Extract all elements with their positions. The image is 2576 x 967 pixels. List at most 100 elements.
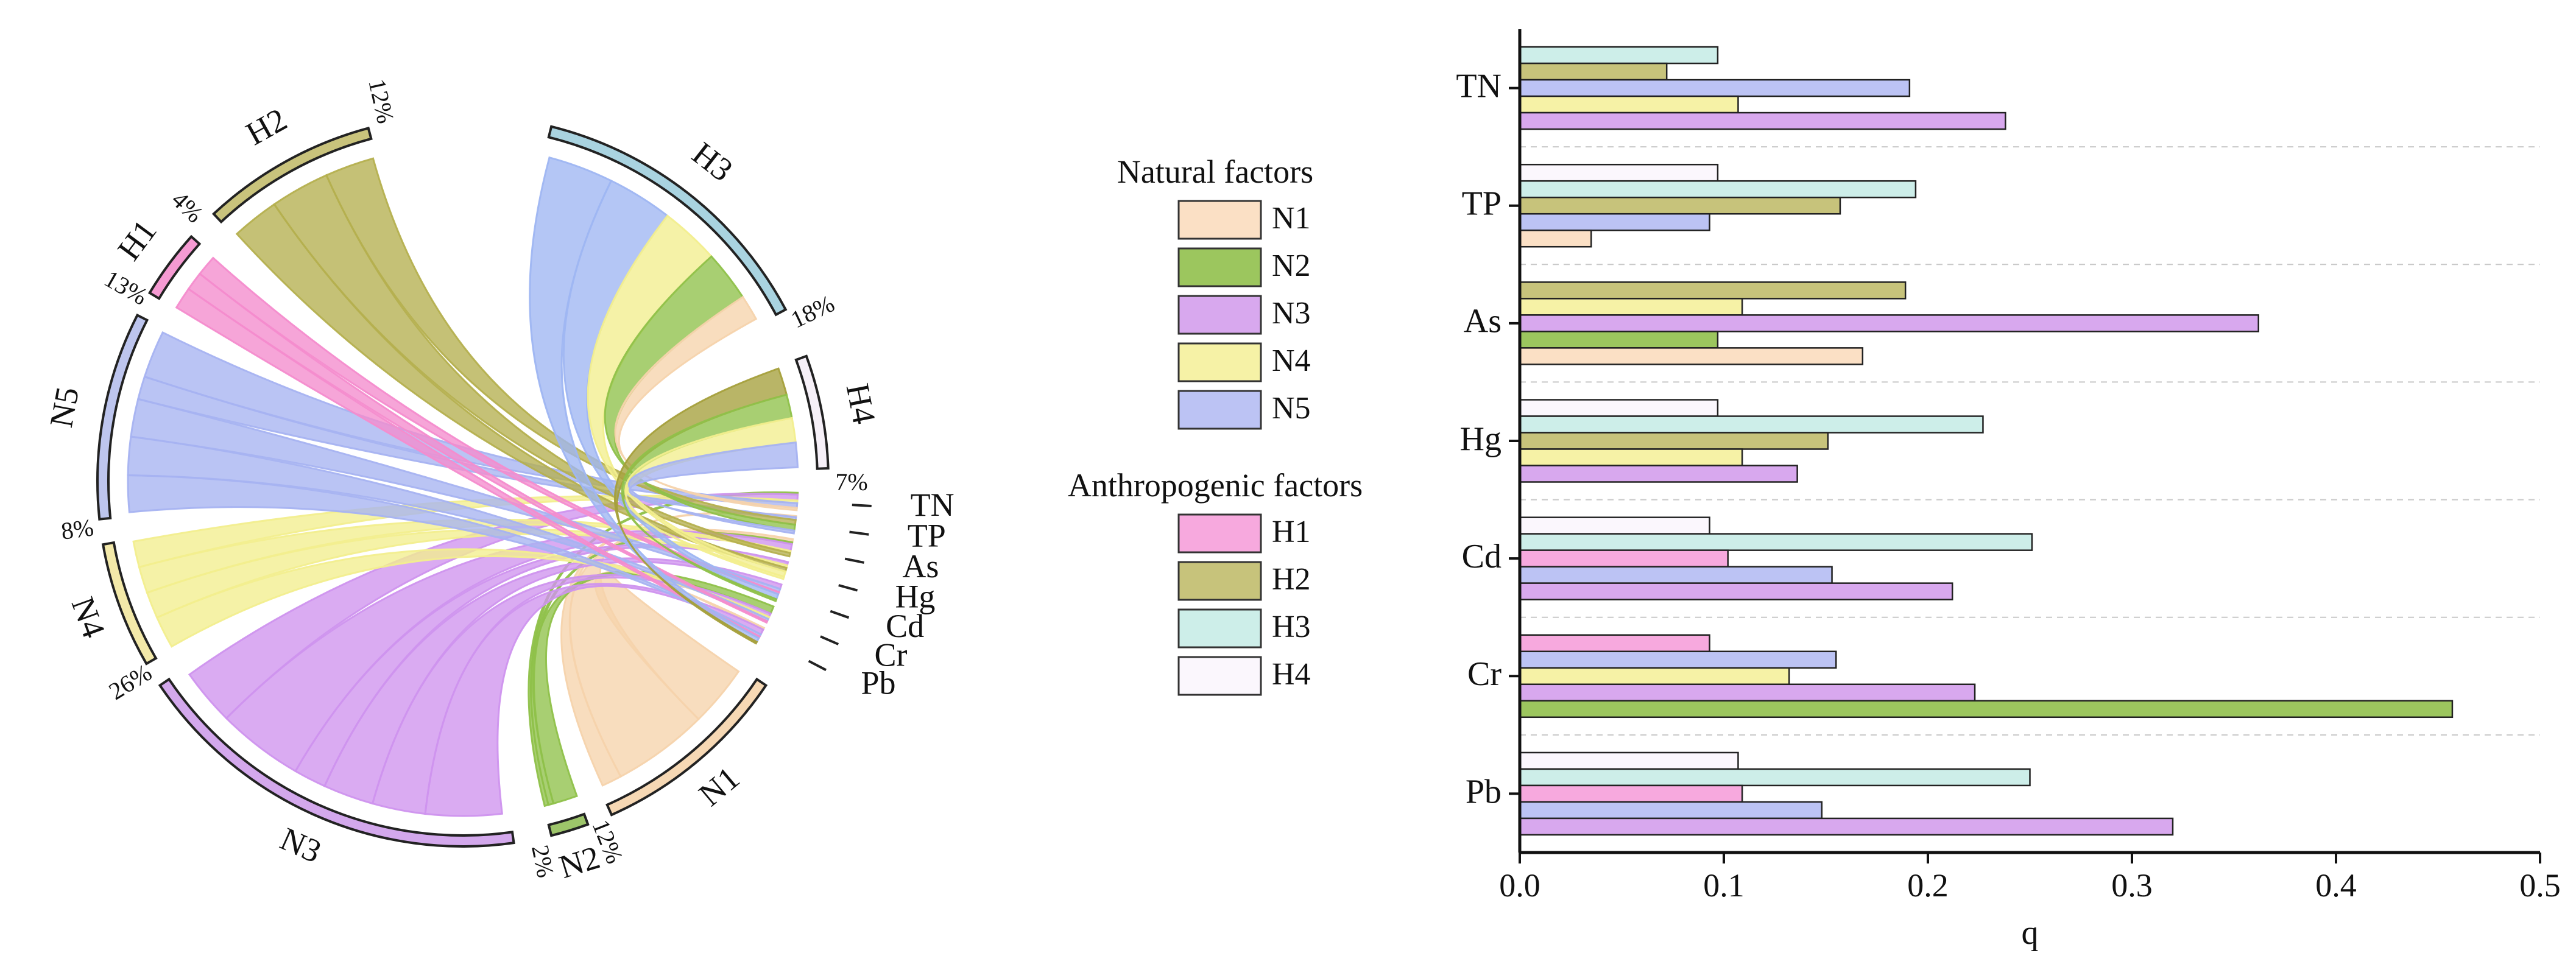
y-tick-label-TP: TP (1462, 185, 1501, 223)
chord-ribbons (128, 158, 798, 816)
bar-Cr-N3 (1520, 684, 1975, 701)
chord-tick-Cr (820, 636, 838, 644)
bar-chart: TN TP As Hg Cd Cr Pb 0.0 0.1 0.2 0.3 0.4 0.5 q (1456, 29, 2560, 952)
chord-percent-N3: 26% (104, 658, 157, 705)
chord-label-H4: H4 (839, 381, 883, 427)
chord-label-N1: N1 (692, 759, 746, 813)
legend-swatch-N4 (1179, 343, 1261, 381)
chord-arc-N2 (549, 814, 588, 835)
figure-canvas: H3 18% H4 7% TN TP As Hg Cd Cr Pb N1 12% N2 2% N3 26% N4 8… (0, 0, 2576, 967)
chord-arc-H4 (796, 356, 828, 469)
legend-group-title: Natural factors (1117, 153, 1313, 190)
bar-Cr-N4 (1520, 668, 1789, 684)
legend-label-H1: H1 (1272, 515, 1311, 549)
bar-As-N1 (1520, 348, 1863, 364)
bar-TP-N5 (1520, 214, 1710, 230)
legend-group-title: Anthropogenic factors (1068, 467, 1363, 504)
bar-Cr-H1 (1520, 635, 1710, 652)
bar-Pb-N3 (1520, 818, 2173, 835)
legend-label-H3: H3 (1272, 610, 1311, 644)
bar-TN-H3 (1520, 47, 1718, 63)
legend-label-N5: N5 (1272, 391, 1311, 426)
bar-Hg-N3 (1520, 466, 1798, 482)
legend-label-N3: N3 (1272, 296, 1311, 331)
chord-diagram: H318%H47%TNTPAsHgCdCrPbN112%N22%N326%N48… (43, 77, 955, 886)
bar-TN-N4 (1520, 96, 1738, 113)
legend-swatch-H2 (1179, 562, 1261, 600)
x-tick-label: 0.0 (1499, 867, 1540, 904)
legend-swatch-H3 (1179, 610, 1261, 647)
chord-tick-Hg (839, 585, 858, 591)
x-tick-label: 0.4 (2315, 867, 2357, 904)
bar-Cd-H3 (1520, 534, 2032, 550)
chord-percent-H4: 7% (835, 468, 868, 496)
legend-label-N1: N1 (1272, 201, 1311, 236)
bar-Cd-N5 (1520, 567, 1832, 583)
legend-swatch-N3 (1179, 296, 1261, 334)
x-axis-label: q (2022, 914, 2039, 952)
bar-Cr-N5 (1520, 652, 1836, 668)
bar-As-N4 (1520, 298, 1742, 315)
bar-Cd-H4 (1520, 518, 1710, 534)
bar-Hg-H2 (1520, 433, 1828, 449)
chord-tick-Cd (830, 611, 849, 618)
chord-percent-N5: 13% (100, 264, 152, 310)
bar-Hg-H4 (1520, 400, 1718, 417)
chord-label-H3: H3 (685, 135, 739, 189)
bar-TP-H2 (1520, 197, 1840, 214)
y-tick-label-As: As (1464, 303, 1501, 340)
bar-Pb-H1 (1520, 786, 1742, 802)
bar-Hg-H3 (1520, 417, 1983, 433)
legend-label-H2: H2 (1272, 562, 1311, 597)
legend-swatch-H4 (1179, 657, 1261, 695)
chord-percent-N2: 2% (526, 843, 560, 880)
bar-Cr-N2 (1520, 701, 2452, 717)
legend: Natural factors N1 N2 N3 N4 N5 Anthropogenic f… (1068, 153, 1363, 695)
chord-label-H1: H1 (110, 213, 163, 267)
bar-TN-N3 (1520, 113, 2005, 129)
chord-percent-H2: 12% (363, 77, 400, 126)
chord-label-N3: N3 (275, 820, 326, 870)
y-tick-label-Hg: Hg (1460, 420, 1501, 458)
x-tick-label: 0.1 (1703, 867, 1745, 904)
legend-swatch-N1 (1179, 201, 1261, 239)
bar-TP-N1 (1520, 230, 1591, 247)
legend-label-H4: H4 (1272, 657, 1311, 692)
bar-Cd-N3 (1520, 583, 1952, 600)
bars (1520, 47, 2452, 835)
chord-percent-H1: 4% (166, 186, 209, 228)
chord-tick-As (845, 559, 864, 563)
chord-label-H2: H2 (240, 101, 293, 152)
bar-Hg-N4 (1520, 449, 1742, 466)
chord-label-Pb: Pb (861, 664, 896, 701)
bar-Cd-H1 (1520, 550, 1728, 567)
y-tick-label-TN: TN (1456, 67, 1501, 105)
chord-percent-N4: 8% (60, 513, 96, 545)
y-tick-label-Cd: Cd (1462, 538, 1501, 575)
bar-TN-N5 (1520, 80, 1910, 96)
bar-TP-H4 (1520, 164, 1718, 181)
bar-Pb-H4 (1520, 753, 1738, 769)
bar-Pb-H3 (1520, 769, 2030, 786)
bar-As-H2 (1520, 282, 1905, 298)
chord-tick-Pb (809, 661, 826, 670)
chord-tick-TP (850, 532, 869, 535)
legend-label-N4: N4 (1272, 343, 1311, 378)
y-tick-label-Cr: Cr (1467, 655, 1501, 693)
chord-tick-TN (852, 505, 872, 506)
bar-TP-H3 (1520, 181, 1916, 197)
y-tick-label-Pb: Pb (1466, 773, 1501, 811)
x-tick-label: 0.3 (2111, 867, 2153, 904)
chord-percent-H3: 18% (786, 289, 839, 333)
chord-label-N4: N4 (65, 593, 113, 643)
x-tick-label: 0.5 (2519, 867, 2561, 904)
bar-As-N2 (1520, 331, 1718, 348)
bar-Pb-N5 (1520, 802, 1822, 818)
x-tick-label: 0.2 (1907, 867, 1949, 904)
legend-swatch-N2 (1179, 248, 1261, 286)
chord-label-N5: N5 (43, 384, 86, 431)
legend-label-N2: N2 (1272, 248, 1311, 283)
legend-swatch-N5 (1179, 391, 1261, 429)
legend-swatch-H1 (1179, 515, 1261, 552)
bar-TN-H2 (1520, 63, 1667, 80)
